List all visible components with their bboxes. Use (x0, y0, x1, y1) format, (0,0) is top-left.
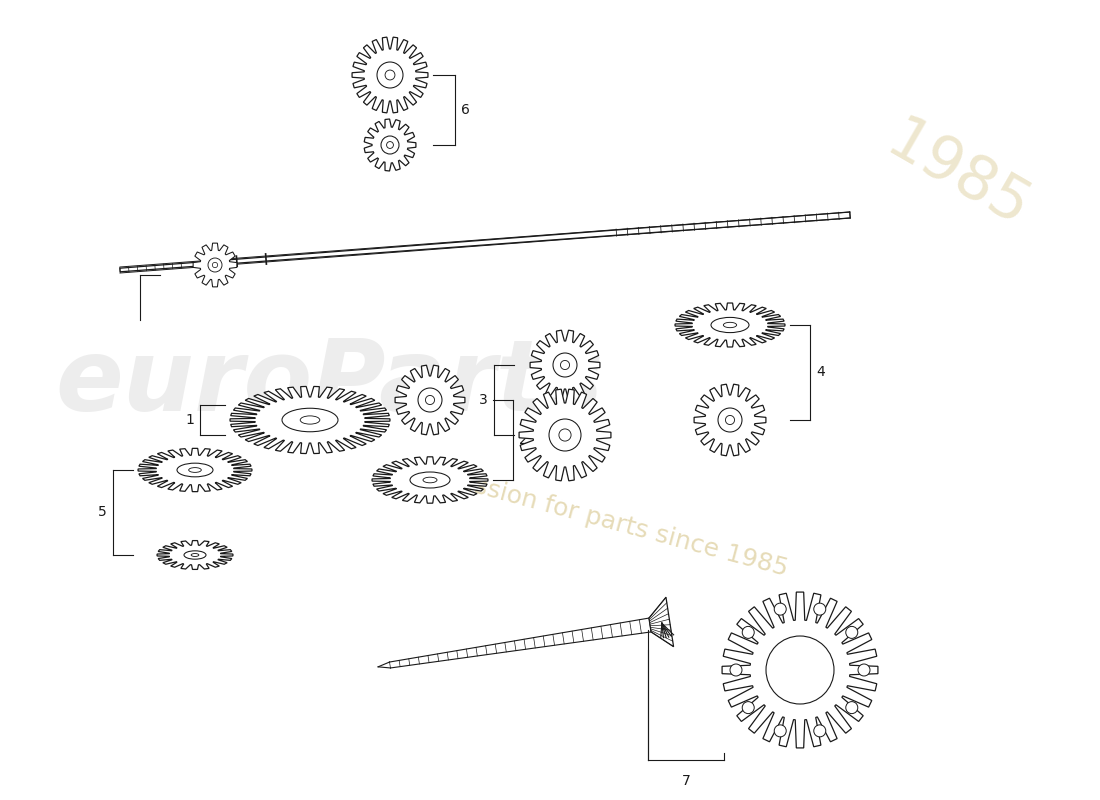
Circle shape (718, 408, 743, 432)
Ellipse shape (282, 408, 338, 432)
Polygon shape (120, 212, 850, 272)
Circle shape (725, 415, 735, 425)
Polygon shape (675, 303, 785, 347)
Circle shape (418, 388, 442, 412)
Text: a passion for parts since 1985: a passion for parts since 1985 (419, 459, 791, 581)
Text: 5: 5 (98, 506, 107, 519)
Polygon shape (694, 384, 766, 456)
Ellipse shape (711, 318, 749, 333)
Polygon shape (372, 457, 488, 503)
Text: 3: 3 (480, 393, 488, 407)
Circle shape (426, 395, 434, 405)
Polygon shape (139, 448, 252, 492)
Polygon shape (364, 119, 416, 171)
Circle shape (549, 419, 581, 451)
Circle shape (766, 636, 834, 704)
Circle shape (774, 603, 786, 615)
Text: 4: 4 (816, 366, 825, 379)
Ellipse shape (177, 463, 213, 477)
Polygon shape (194, 243, 236, 287)
Text: 6: 6 (461, 103, 470, 117)
Ellipse shape (724, 322, 737, 328)
Circle shape (858, 664, 870, 676)
Ellipse shape (191, 554, 199, 557)
Circle shape (385, 70, 395, 80)
Ellipse shape (300, 416, 320, 424)
Ellipse shape (424, 477, 437, 482)
Ellipse shape (189, 468, 201, 472)
Polygon shape (395, 365, 465, 435)
Circle shape (846, 702, 858, 714)
Circle shape (386, 142, 394, 149)
Circle shape (846, 626, 858, 638)
Circle shape (742, 702, 755, 714)
Circle shape (208, 258, 222, 272)
Ellipse shape (184, 551, 206, 559)
Circle shape (212, 262, 218, 268)
Polygon shape (352, 37, 428, 113)
Text: 1: 1 (185, 413, 194, 427)
Circle shape (560, 361, 570, 370)
Polygon shape (649, 598, 673, 646)
Polygon shape (722, 592, 878, 748)
Circle shape (730, 664, 743, 676)
Circle shape (381, 136, 399, 154)
Circle shape (377, 62, 403, 88)
Circle shape (814, 725, 826, 737)
Text: euroParts: euroParts (56, 335, 604, 433)
Circle shape (559, 429, 571, 441)
Ellipse shape (410, 472, 450, 488)
Circle shape (774, 725, 786, 737)
Circle shape (742, 626, 755, 638)
Polygon shape (530, 330, 600, 400)
Circle shape (553, 353, 578, 377)
Polygon shape (157, 541, 233, 570)
Polygon shape (519, 389, 610, 481)
Text: 7: 7 (682, 774, 691, 788)
Text: 1985: 1985 (874, 112, 1040, 240)
Circle shape (814, 603, 826, 615)
Text: 2: 2 (519, 433, 528, 447)
Polygon shape (230, 386, 390, 454)
